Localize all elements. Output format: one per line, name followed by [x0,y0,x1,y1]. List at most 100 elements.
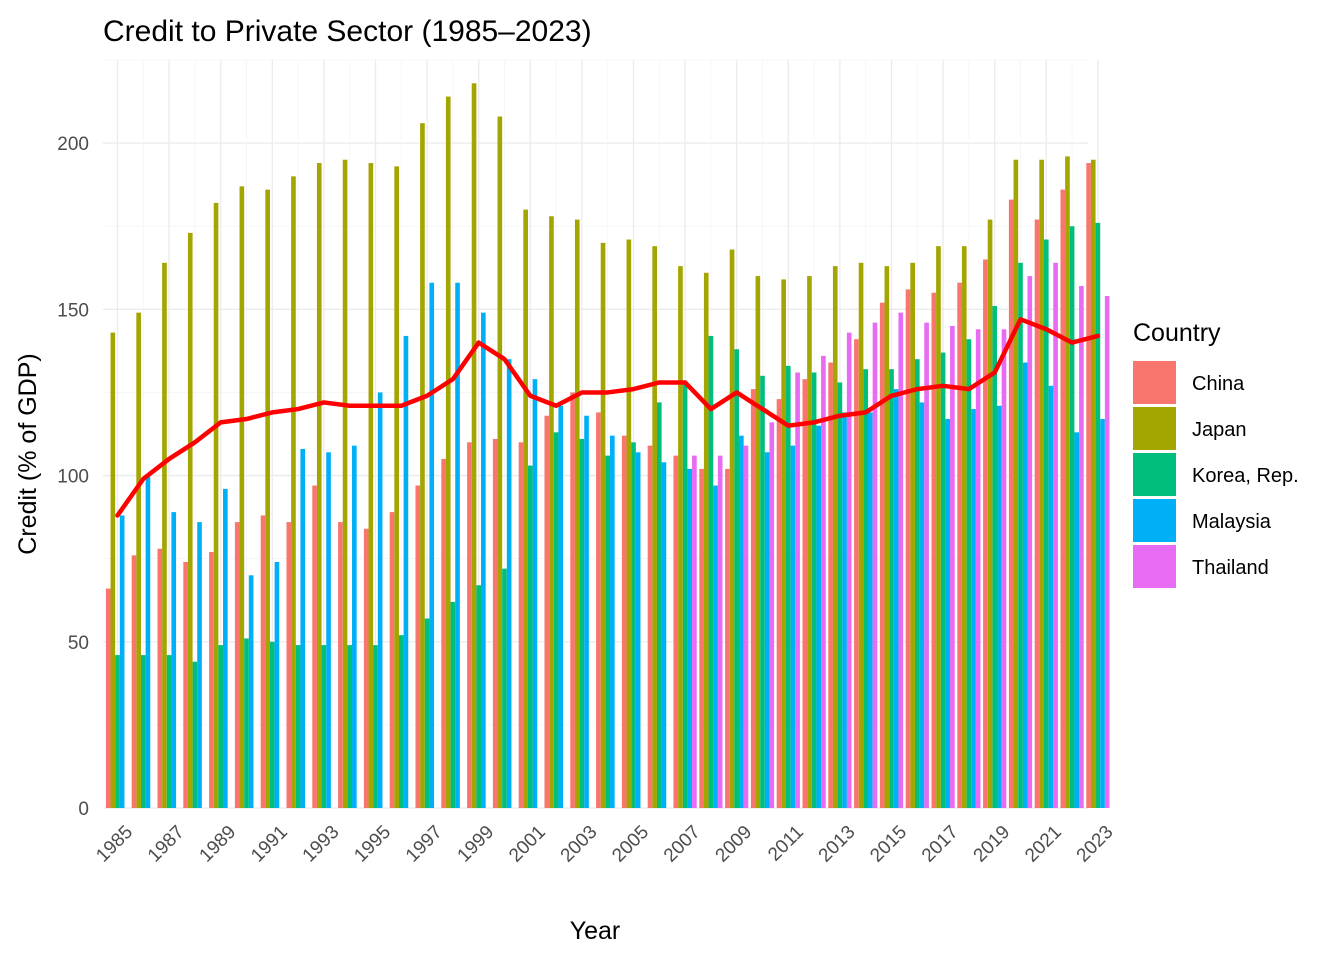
bar: Thailand 2018: 144 [975,329,981,808]
bar: Malaysia 2003: 118 [584,415,589,808]
bar: Japan 1991: 186 [265,189,270,808]
bar: Japan 1987: 164 [162,262,167,808]
bar: Japan 2010: 160 [755,276,761,809]
bar: Japan 2022: 196 [1065,156,1070,808]
bar: Japan 2005: 171 [626,239,632,808]
bar: Malaysia 2001: 129 [532,379,538,808]
bar: Thailand 2009: 109 [743,445,749,808]
legend-label: Thailand [1192,557,1269,579]
bar: Thailand 2011: 131 [795,372,800,808]
bar: China 1989: 77 [209,552,214,808]
bar: China 1991: 88 [260,515,266,808]
bar: China 2004: 119 [596,412,601,808]
x-tick-label: 1985 [92,822,137,867]
bar: Japan 1985: 143 [110,332,116,808]
bar: Malaysia 2008: 97 [713,485,718,808]
bar: Malaysia 2000: 135 [506,359,512,808]
y-tick-label: 200 [57,134,89,155]
bar: Malaysia 2015: 126 [893,389,899,808]
y-axis-title: Credit (% of GDP) [14,353,42,554]
bar: Thailand 2021: 164 [1053,262,1058,808]
bar: China 2003: 125 [570,392,575,808]
bar: Thailand 2020: 160 [1027,276,1033,809]
y-tick-label: 100 [57,467,89,488]
bar: Japan 1986: 149 [136,312,141,808]
bar: Thailand 2017: 145 [950,325,955,808]
bar: China 1995: 84 [363,528,369,808]
overlay-line-path [115,317,1101,518]
bar: Japan 1993: 194 [316,163,322,808]
bar: Japan 2002: 178 [549,216,554,808]
legend-swatch [1133,453,1176,496]
bar: Korea, Rep. 2002: 113 [553,432,559,808]
bar: Korea, Rep. 1989: 49 [218,645,224,808]
x-tick-label: 2015 [866,822,911,867]
bar: Korea, Rep. 2017: 137 [940,352,946,808]
bar: Japan 2011: 159 [781,279,786,808]
x-axis-title: Year [570,917,621,945]
bar: Thailand 2008: 106 [717,455,723,808]
chart-title: Credit to Private Sector (1985–2023) [103,15,592,48]
bar: Malaysia 2020: 134 [1022,362,1028,808]
legend-swatch [1133,407,1176,450]
bar: China 1985: 66 [105,588,111,808]
legend-swatch [1133,361,1176,404]
bar: China 2007: 106 [673,455,679,808]
bar: Malaysia 2018: 120 [971,409,976,808]
bar: China 2013: 134 [828,362,833,808]
bar: Korea, Rep. 1988: 44 [192,661,198,808]
bar: Korea, Rep. 1998: 62 [450,601,456,808]
bar: China 1996: 89 [389,512,395,808]
bar: Malaysia 1996: 142 [403,335,409,808]
bar: China 1998: 105 [441,458,446,808]
bar: Korea, Rep. 2019: 151 [992,306,998,808]
bar: Japan 1997: 206 [420,123,425,808]
bar: Malaysia 1995: 125 [377,392,383,808]
bar: China 2002: 118 [544,415,550,808]
bar: Japan 2012: 160 [807,276,812,809]
bar: Thailand 2014: 146 [872,322,878,808]
bar: Thailand 2022: 157 [1079,286,1084,808]
bar: Korea, Rep. 2010: 130 [760,375,765,808]
bar: China 2011: 123 [776,399,782,808]
bar: Japan 2008: 161 [703,272,709,808]
x-tick-label: 1997 [402,822,447,867]
bar: Japan 2009: 168 [729,249,735,809]
bar: Japan 2003: 177 [574,219,580,808]
bar: Japan 2013: 163 [832,266,838,808]
x-tick-label: 2003 [557,822,602,867]
bar: Korea, Rep. 2007: 128 [682,382,688,808]
bar: Japan 1990: 187 [239,186,245,808]
bar: Thailand 2016: 146 [924,322,929,808]
bar: Japan 2014: 164 [858,262,864,808]
bar: China 2008: 102 [699,468,704,808]
bar: Malaysia 2002: 121 [558,405,564,808]
bar: Korea, Rep. 1990: 51 [244,638,249,808]
x-tick-label: 2007 [660,822,705,867]
bar: China 1987: 78 [157,548,163,808]
bar: Japan 2006: 169 [652,246,657,809]
bar: Malaysia 1985: 88 [119,515,125,808]
y-tick-label: 0 [78,799,89,820]
bars: China 1985: 66Japan 1985: 143 Korea, Rep.… [105,83,1110,809]
bar: China 2021: 177 [1034,219,1040,808]
bar: Japan 2020: 195 [1013,159,1019,809]
y-tick-label: 50 [68,633,89,654]
x-tick-label: 1993 [299,822,344,867]
legend-swatch [1133,499,1176,542]
bar: China 2022: 186 [1060,189,1066,808]
legend-label: Korea, Rep. [1192,465,1299,487]
bar: Malaysia 1999: 149 [481,312,486,808]
bar: Malaysia 2017: 117 [945,419,951,808]
bar: Korea, Rep. 2014: 132 [863,369,869,808]
bar: China 1994: 86 [338,522,343,808]
bar: Korea, Rep. 2005: 110 [631,442,636,808]
bar: Korea, Rep. 2015: 132 [889,369,894,808]
bar: Malaysia 2021: 127 [1048,385,1054,808]
bar: Malaysia 2005: 107 [635,452,641,808]
bar: Japan 2004: 170 [600,242,606,809]
overlay-line [115,317,1101,518]
bar: Japan 2016: 164 [910,262,915,808]
bar: Japan 2000: 208 [497,116,503,808]
bar: Korea, Rep. 1991: 50 [269,641,275,808]
